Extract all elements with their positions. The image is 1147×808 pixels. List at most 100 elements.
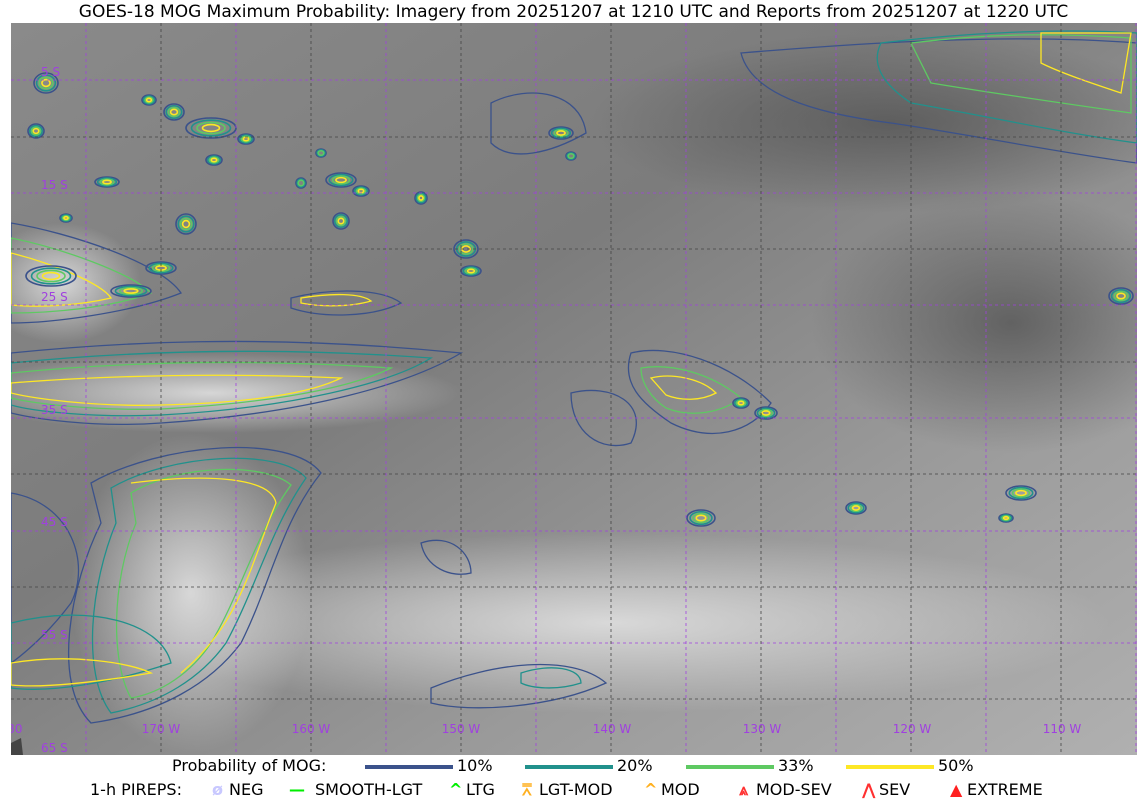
contour-cell: [548, 126, 574, 140]
contour-cell: [849, 503, 863, 513]
contour-cell: [1015, 489, 1027, 497]
contour-cell: [63, 215, 69, 221]
contour-cell: [169, 108, 179, 116]
contour-cell: [119, 286, 144, 296]
dry-region: [591, 33, 1137, 213]
cloud-band: [71, 433, 311, 753]
contour-cell: [210, 157, 218, 163]
no-data-region: [11, 738, 23, 755]
contour-cell: [335, 176, 347, 184]
contour-cell: [462, 266, 480, 276]
contour-cell: [238, 134, 254, 144]
pirep-label: SMOOTH-LGT: [315, 780, 423, 799]
contour-cell: [102, 179, 112, 185]
contour-cell: [296, 178, 306, 188]
legend-swatch-4: [846, 765, 934, 769]
longitude-label: 160 W: [292, 722, 331, 736]
contour-cell: [190, 119, 232, 137]
legend-level-label: 10%: [457, 756, 493, 775]
contour-cell: [316, 149, 326, 157]
contour-cell: [30, 126, 42, 136]
contour-cell: [32, 127, 40, 135]
contour-cell: [414, 191, 428, 205]
contour-cell: [240, 135, 252, 143]
contour-cell: [205, 154, 223, 166]
contour-cell: [27, 123, 45, 139]
longitude-label: 150 W: [442, 722, 481, 736]
contour-cell: [331, 175, 351, 185]
legend-level-label: 20%: [617, 756, 653, 775]
longitude-label: 120 W: [893, 722, 932, 736]
contour-cell: [99, 178, 115, 186]
contour-cell: [315, 148, 327, 158]
contour-cell: [237, 133, 255, 145]
map-title: GOES-18 MOG Maximum Probability: Imagery…: [78, 2, 1069, 22]
contour-cell: [96, 177, 118, 187]
latitude-label: 45 S: [41, 515, 68, 529]
contour-cell: [737, 400, 745, 406]
contour-cell: [1008, 486, 1034, 500]
contour-cell: [353, 186, 369, 196]
latitude-label: 35 S: [41, 403, 68, 417]
lat-lon-grid: [11, 23, 1137, 755]
contour-cell: [110, 284, 152, 298]
pireps-legend: 1-h PIREPS: ø NEG — SMOOTH-LGT ^ LTG ⩞ LGT-MOD ^…: [0, 780, 1147, 802]
contour-cell: [845, 501, 867, 515]
longitude-label: 170 W: [142, 722, 181, 736]
contour-cell: [175, 213, 197, 235]
contour-cell: [297, 179, 305, 187]
contour-cell: [145, 261, 177, 275]
contour-cell: [1116, 292, 1126, 300]
pirep-label: EXTREME: [967, 780, 1043, 799]
contour-cell: [733, 398, 749, 408]
contour-cell: [458, 243, 474, 255]
contour-cell: [38, 76, 54, 90]
latitude-label: 25 S: [41, 290, 68, 304]
contour-cell: [25, 265, 77, 287]
contour-cell: [165, 104, 183, 120]
contour-cell: [686, 509, 716, 527]
contour-cell: [208, 156, 220, 164]
contour-cell: [145, 97, 153, 103]
contour-cell: [33, 72, 59, 94]
storm-cells: [25, 72, 1134, 527]
longitude-label: 110 W: [1043, 722, 1082, 736]
contour-cell: [732, 397, 750, 409]
contour-cell: [61, 214, 71, 222]
contour-cell: [201, 123, 221, 133]
latitude-label: 5 S: [41, 65, 60, 79]
contour-cell: [144, 96, 154, 104]
contour-cell: [1005, 485, 1037, 501]
satellite-map[interactable]: 180 170 W 160 W 150 W 140 W 130 W 120 W 110 W 5…: [11, 23, 1137, 755]
legend-swatch-3: [686, 765, 774, 769]
contour-cell: [328, 173, 354, 187]
latitude-label: 15 S: [41, 178, 68, 192]
contour-cell: [1113, 290, 1129, 302]
pirep-caret-bar-icon: ⩞: [522, 780, 532, 799]
pirep-caret-icon: ^: [449, 780, 463, 799]
contour-cell: [1110, 288, 1132, 304]
pirep-label: NEG: [229, 780, 264, 799]
contour-cell: [759, 408, 773, 418]
contour-cell: [35, 74, 57, 92]
probability-legend: Probability of MOG: 10% 20% 33% 50%: [0, 756, 1147, 778]
probability-legend-label: Probability of MOG:: [172, 756, 327, 775]
contour-cell: [692, 512, 710, 524]
pirep-neg-circle-slash-icon: ø: [212, 780, 223, 799]
contour-cell: [553, 128, 569, 138]
contour-cell: [295, 177, 307, 189]
contour-cell: [453, 239, 479, 259]
contour-cell: [565, 151, 577, 161]
contour-cell: [851, 505, 861, 511]
cloud-band: [11, 353, 461, 433]
contour-cell: [1002, 515, 1010, 521]
pirep-label: MOD: [661, 780, 700, 799]
contour-cell: [141, 94, 157, 106]
contour-cell: [689, 510, 713, 526]
latitude-label: 65 S: [41, 741, 68, 755]
contour-cell: [181, 219, 191, 229]
pirep-double-caret-bar-icon: ⩓: [739, 780, 749, 799]
contour-cell: [335, 215, 347, 227]
contour-cell: [464, 267, 478, 275]
pirep-label: MOD-SEV: [756, 780, 832, 799]
